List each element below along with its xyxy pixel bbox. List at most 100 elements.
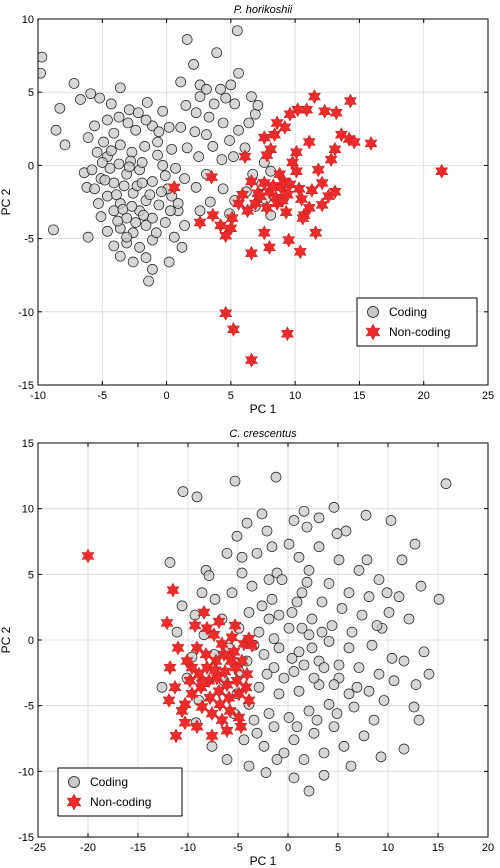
point-coding: [190, 107, 202, 119]
point-coding: [306, 613, 318, 625]
point-coding: [132, 107, 144, 119]
point-coding: [316, 596, 328, 608]
point-coding: [152, 149, 163, 161]
point-non-coding: [185, 660, 199, 676]
point-coding: [313, 541, 325, 553]
point-coding: [208, 98, 220, 110]
point-non-coding: [160, 615, 174, 631]
point-coding: [316, 626, 328, 638]
point-coding: [328, 721, 340, 733]
point-coding: [75, 94, 86, 105]
point-coding: [396, 554, 408, 566]
point-non-coding: [163, 660, 177, 676]
point-non-coding: [235, 187, 249, 203]
point-coding: [313, 512, 325, 524]
point-non-coding: [232, 195, 246, 211]
point-coding: [263, 613, 275, 625]
point-coding: [311, 714, 323, 726]
point-coding: [413, 714, 425, 726]
point-coding: [398, 743, 410, 755]
point-coding: [228, 151, 239, 162]
y-tick-label: -15: [18, 380, 34, 392]
point-non-coding: [232, 709, 246, 726]
point-coding: [224, 135, 235, 146]
point-coding: [113, 158, 125, 170]
point-coding: [111, 189, 122, 201]
point-coding: [170, 162, 181, 174]
point-non-coding: [315, 175, 329, 191]
point-coding: [233, 124, 244, 136]
point-coding: [345, 760, 357, 772]
x-axis-label: PC 1: [250, 402, 277, 416]
point-coding: [258, 741, 270, 752]
point-coding: [102, 225, 113, 237]
point-coding: [229, 475, 241, 487]
point-coding: [225, 79, 237, 91]
point-coding: [343, 587, 355, 599]
point-coding: [243, 117, 255, 129]
point-non-coding: [296, 210, 310, 226]
point-non-coding: [171, 640, 185, 656]
point-coding: [361, 554, 373, 566]
point-coding: [118, 180, 130, 192]
point-non-coding: [293, 244, 307, 260]
point-coding: [246, 580, 258, 592]
point-non-coding: [328, 184, 342, 200]
point-coding: [50, 124, 62, 136]
legend: Coding Non-coding: [356, 297, 478, 347]
point-non-coding: [262, 239, 276, 255]
point-coding: [166, 143, 178, 155]
point-coding: [328, 679, 340, 691]
point-non-coding: [257, 225, 271, 241]
point-coding: [286, 653, 298, 664]
point-coding: [368, 714, 380, 726]
point-non-coding: [347, 134, 361, 150]
point-coding: [136, 177, 148, 189]
point-coding: [393, 591, 405, 603]
point-coding: [204, 196, 216, 208]
point-coding: [171, 626, 183, 638]
point-coding: [291, 596, 303, 608]
y-tick-label: -5: [24, 701, 34, 713]
point-non-coding: [178, 696, 192, 712]
point-non-coding: [212, 614, 226, 630]
point-non-coding: [219, 305, 233, 321]
x-tick-label: 10: [289, 390, 301, 402]
point-coding: [326, 620, 338, 631]
point-coding: [221, 754, 233, 765]
point-non-coding: [279, 204, 293, 220]
point-coding: [189, 126, 201, 138]
point-coding: [188, 59, 199, 70]
point-non-coding: [315, 197, 329, 213]
point-coding: [175, 76, 187, 88]
x-tick-label: 5: [228, 390, 234, 402]
point-coding: [278, 672, 290, 684]
point-coding: [418, 646, 430, 658]
point-coding: [306, 642, 318, 654]
point-coding: [348, 701, 360, 713]
point-coding: [385, 515, 397, 526]
point-coding: [194, 91, 206, 102]
point-coding: [260, 767, 272, 778]
point-non-coding: [324, 152, 338, 168]
point-non-coding: [283, 176, 297, 192]
data-points: [81, 471, 452, 797]
point-coding: [113, 111, 125, 123]
point-non-coding: [168, 679, 182, 695]
point-non-coding: [328, 141, 342, 157]
point-coding: [102, 114, 113, 126]
point-coding: [91, 146, 103, 158]
point-non-coding: [223, 703, 237, 719]
point-coding: [59, 139, 71, 151]
point-non-coding: [364, 135, 378, 151]
point-coding: [375, 751, 387, 763]
point-coding: [112, 215, 124, 227]
point-non-coding: [240, 666, 254, 682]
point-coding: [231, 530, 243, 542]
point-non-coding: [260, 147, 274, 163]
point-non-coding: [334, 127, 348, 143]
point-coding: [193, 151, 205, 162]
point-coding: [440, 478, 452, 490]
point-coding: [117, 203, 129, 215]
point-non-coding: [193, 214, 207, 231]
